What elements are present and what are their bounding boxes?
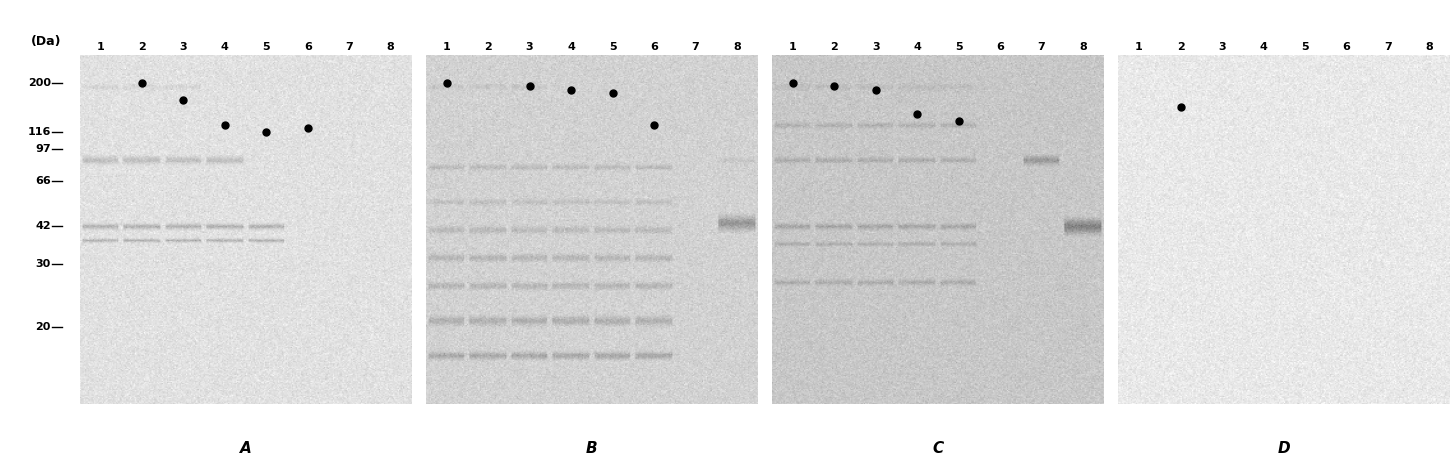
Text: 116: 116: [28, 127, 51, 137]
Text: 97: 97: [35, 144, 51, 154]
Text: B: B: [586, 441, 597, 456]
Text: 20: 20: [35, 322, 51, 332]
Text: 30: 30: [35, 259, 51, 269]
Text: D: D: [1277, 441, 1290, 456]
Text: 42: 42: [35, 221, 51, 231]
Text: 66: 66: [35, 176, 51, 185]
Text: A: A: [239, 441, 251, 456]
Text: (Da): (Da): [30, 35, 61, 48]
Text: C: C: [932, 441, 944, 456]
Text: 200: 200: [28, 78, 51, 88]
